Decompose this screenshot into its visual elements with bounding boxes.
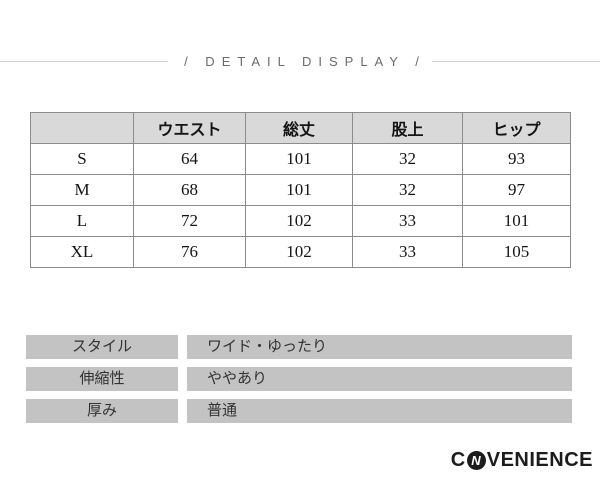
attribute-row-style: スタイル ワイド・ゆったり: [26, 335, 572, 359]
size-cell-waist: 72: [133, 205, 246, 237]
col-header-rise: 股上: [352, 112, 463, 144]
attribute-row-stretch: 伸縮性 ややあり: [26, 367, 572, 391]
detail-display-header: / DETAIL DISPLAY /: [0, 54, 600, 69]
size-cell-label: M: [30, 174, 134, 206]
size-cell-length: 101: [245, 174, 353, 206]
brand-logo: C N VENIENCE: [451, 449, 593, 472]
col-header-total-length: 総丈: [245, 112, 353, 144]
attribute-value: 普通: [187, 399, 572, 423]
size-cell-waist: 68: [133, 174, 246, 206]
size-cell-length: 102: [245, 236, 353, 268]
attributes-section: スタイル ワイド・ゆったり 伸縮性 ややあり 厚み 普通: [26, 335, 572, 431]
attribute-label: スタイル: [26, 335, 178, 359]
detail-display-title: / DETAIL DISPLAY /: [184, 54, 426, 69]
size-table-header-row: ウエスト 総丈 股上 ヒップ: [30, 112, 571, 144]
size-chart-table: ウエスト 総丈 股上 ヒップ S 64 101 32 93 M 68 101 3…: [30, 112, 571, 268]
size-cell-rise: 33: [352, 236, 463, 268]
size-row-xl: XL 76 102 33 105: [30, 236, 571, 268]
col-header-hip: ヒップ: [462, 112, 571, 144]
size-cell-length: 101: [245, 143, 353, 175]
size-cell-hip: 97: [462, 174, 571, 206]
header-line-right: [431, 61, 600, 62]
size-row-s: S 64 101 32 93: [30, 143, 571, 175]
col-header-waist: ウエスト: [133, 112, 246, 144]
size-cell-rise: 33: [352, 205, 463, 237]
size-cell-hip: 105: [462, 236, 571, 268]
logo-circle-letter: N: [471, 453, 482, 468]
attribute-value: ワイド・ゆったり: [187, 335, 572, 359]
size-cell-hip: 93: [462, 143, 571, 175]
size-cell-label: L: [30, 205, 134, 237]
attribute-label: 伸縮性: [26, 367, 178, 391]
header-line-left: [0, 61, 169, 62]
size-cell-label: XL: [30, 236, 134, 268]
size-cell-hip: 101: [462, 205, 571, 237]
attribute-value: ややあり: [187, 367, 572, 391]
size-row-l: L 72 102 33 101: [30, 205, 571, 237]
logo-letter-c: C: [450, 449, 466, 471]
size-cell-waist: 64: [133, 143, 246, 175]
col-header-size: [30, 112, 134, 144]
logo-o-circle-icon: N: [466, 451, 486, 470]
attribute-row-thickness: 厚み 普通: [26, 399, 572, 423]
size-cell-waist: 76: [133, 236, 246, 268]
size-cell-label: S: [30, 143, 134, 175]
size-cell-length: 102: [245, 205, 353, 237]
size-cell-rise: 32: [352, 143, 463, 175]
size-cell-rise: 32: [352, 174, 463, 206]
logo-suffix: VENIENCE: [486, 449, 593, 471]
size-row-m: M 68 101 32 97: [30, 174, 571, 206]
attribute-label: 厚み: [26, 399, 178, 423]
